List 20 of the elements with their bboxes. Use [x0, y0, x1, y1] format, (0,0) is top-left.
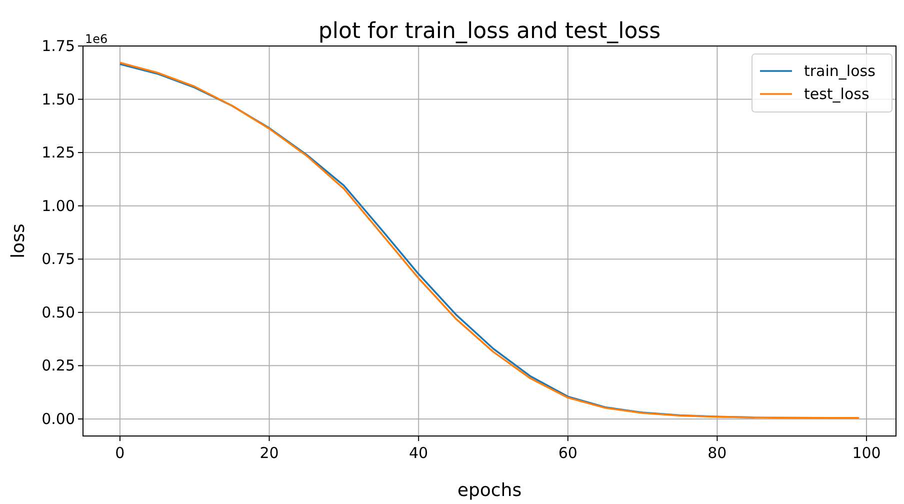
legend-label: test_loss: [804, 85, 870, 103]
y-tick-label: 1.50: [42, 90, 75, 108]
y-tick-label: 1.25: [42, 144, 75, 162]
y-tick-label: 0.50: [42, 303, 75, 322]
x-tick-label: 60: [558, 444, 578, 462]
y-tick-label: 0.00: [42, 410, 75, 428]
y-tick-label: 0.75: [42, 250, 75, 268]
x-axis-title: epochs: [457, 480, 522, 501]
y-tick-label: 1.00: [42, 196, 75, 215]
legend-label: train_loss: [804, 62, 876, 80]
x-tick-label: 20: [260, 444, 279, 462]
x-tick-label: 40: [409, 444, 428, 462]
y-tick-label: 0.25: [42, 356, 75, 375]
y-axis-title: loss: [8, 224, 29, 258]
y-tick-label: 1.75: [42, 37, 75, 55]
x-tick-label: 100: [852, 444, 881, 462]
x-tick-label: 0: [115, 444, 125, 462]
annotation: 1e6: [85, 32, 108, 46]
chart-title: plot for train_loss and test_loss: [318, 19, 661, 44]
x-tick-label: 80: [708, 444, 727, 462]
